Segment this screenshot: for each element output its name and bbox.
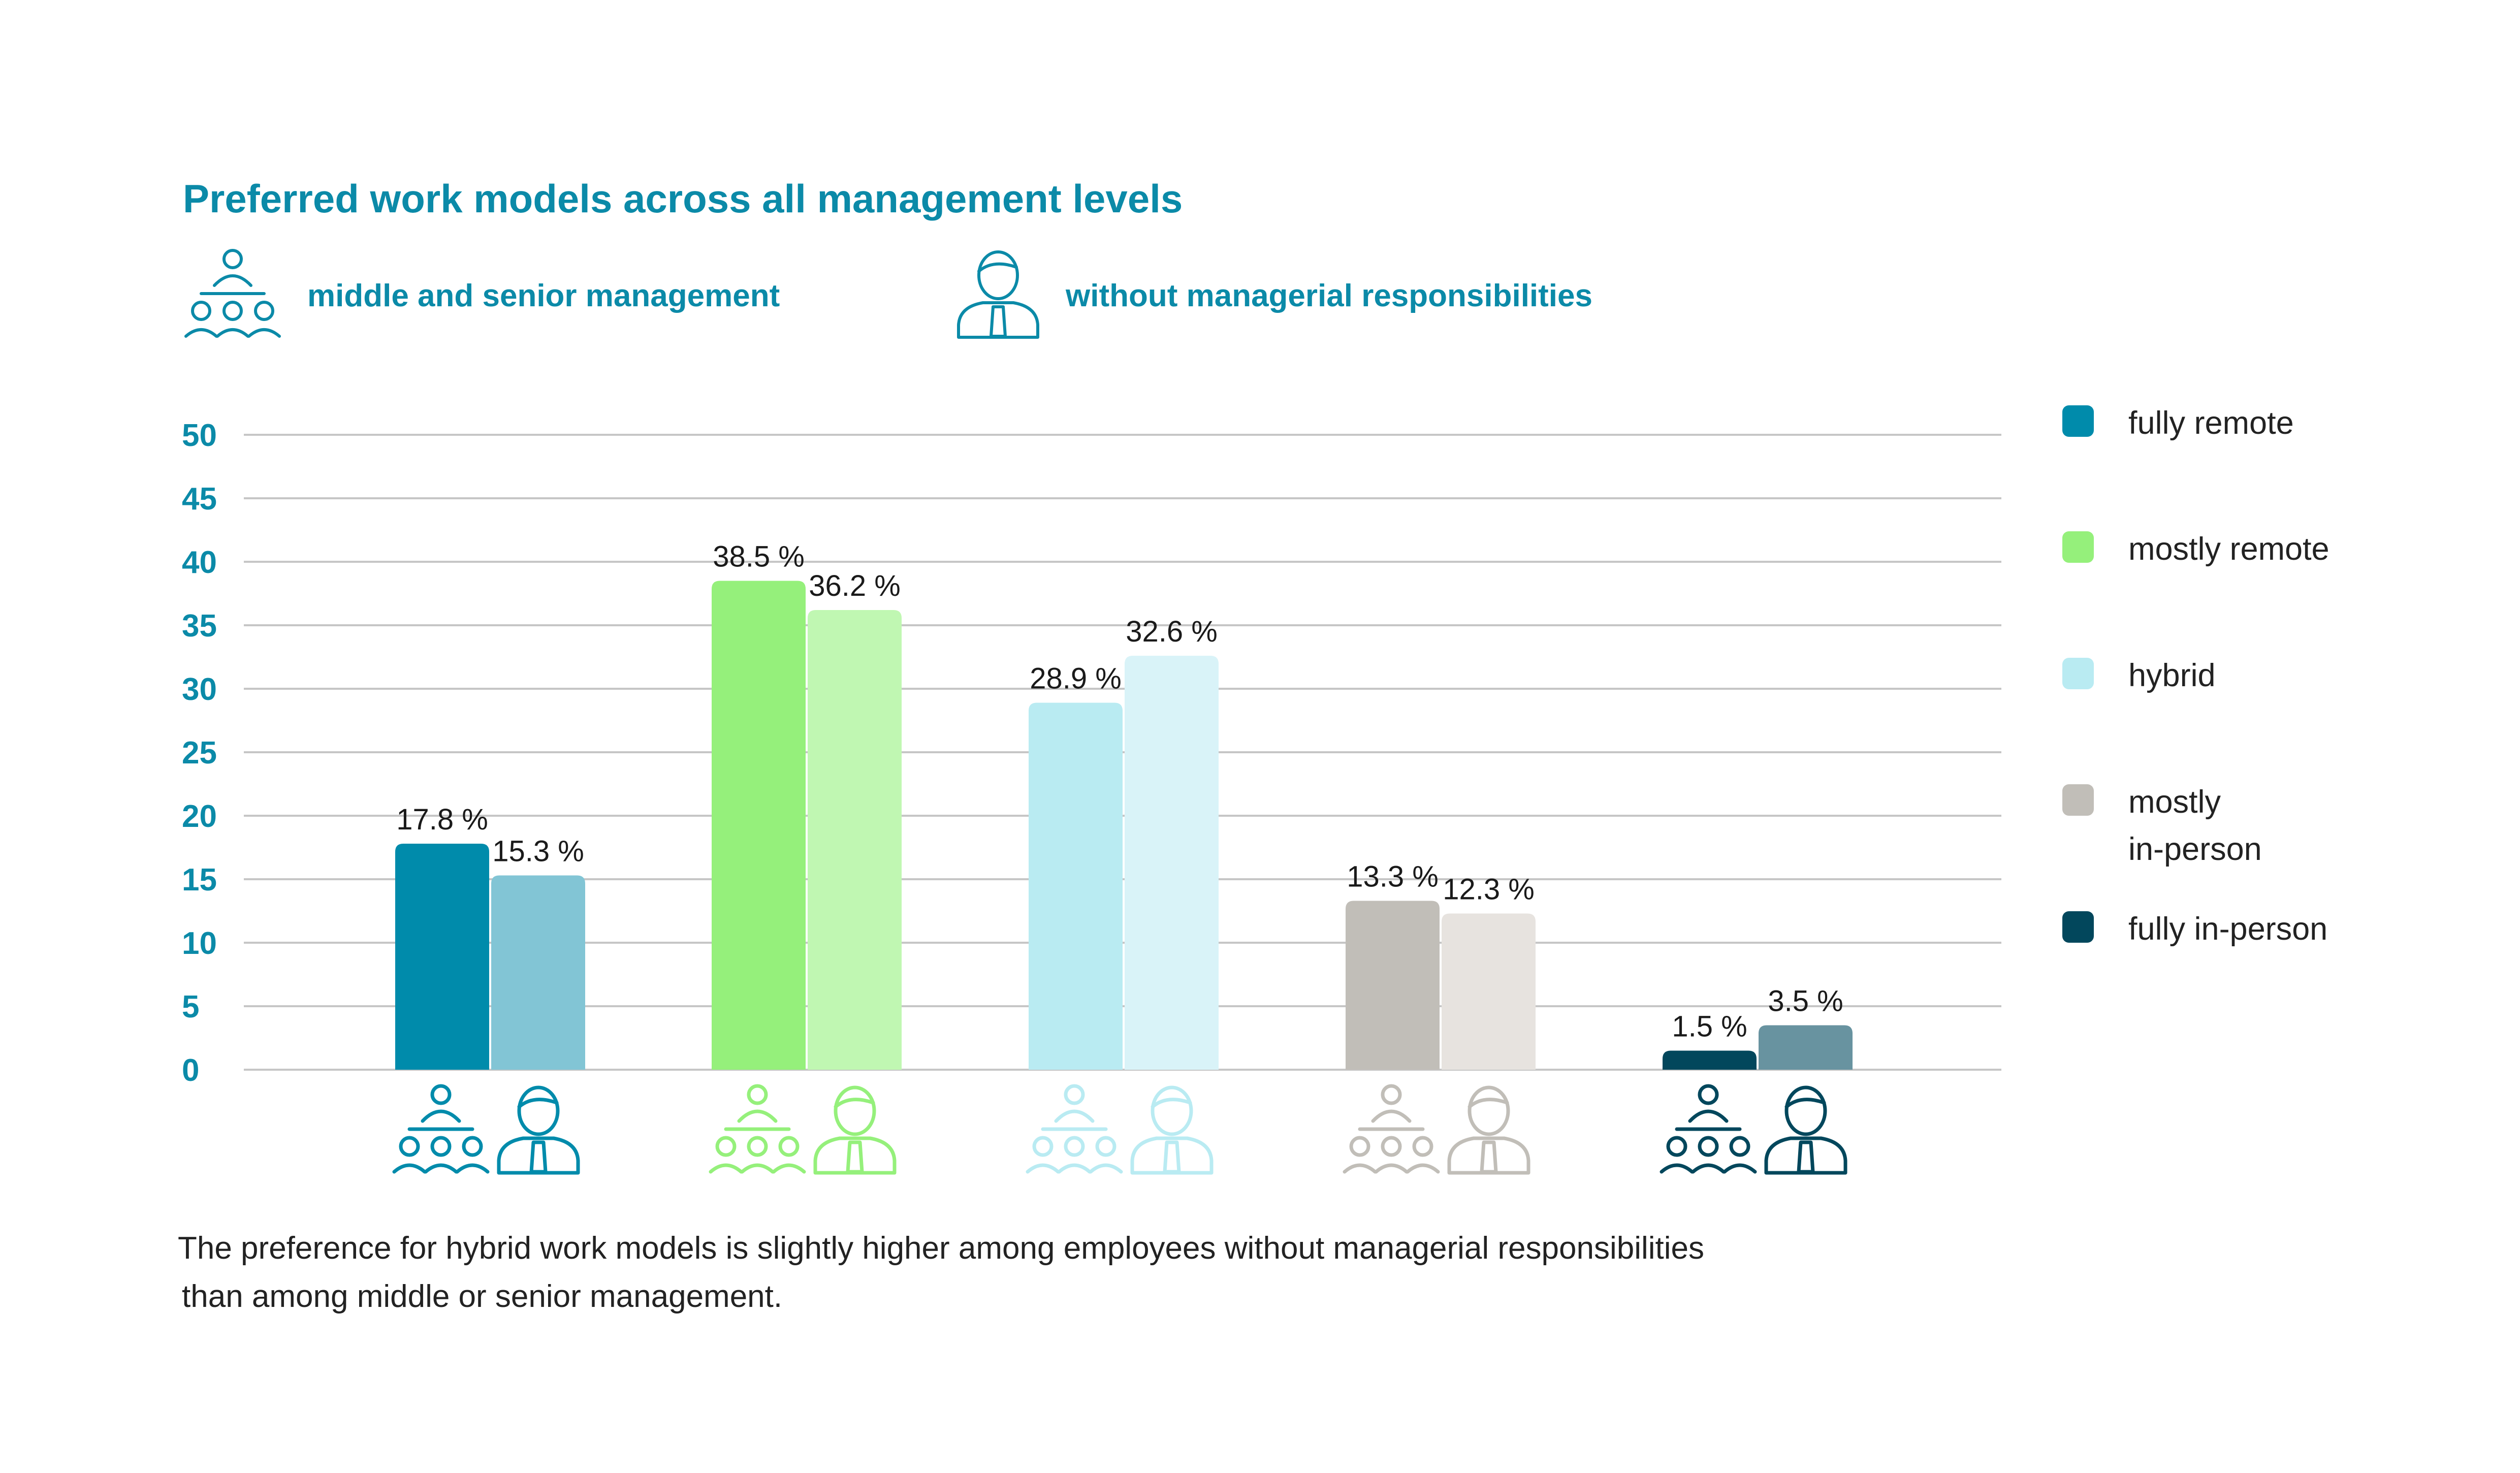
y-tick-label: 30 [182,672,217,707]
y-tick-label: 20 [182,799,217,834]
team-hierarchy-icon [709,1084,806,1174]
value-labels: 17.8 % 38.5 % 28.9 % 13.3 % 1.5 % 15.3 % 36.2 … [396,540,1843,1043]
bars [395,581,1853,1070]
legend-swatch [2062,658,2094,689]
legend-label: fully in-person [2128,911,2327,947]
group-legend-no-management-label: without managerial responsibilities [1065,278,1592,313]
bar-management-0 [395,844,489,1070]
value-label: 3.5 % [1768,985,1843,1018]
y-tick-label: 0 [182,1053,199,1088]
team-hierarchy-icon [392,1084,490,1174]
value-label: 36.2 % [809,569,901,602]
value-label: 17.8 % [396,803,488,836]
team-hierarchy-icon [1660,1084,1757,1174]
category-icons [392,1084,1847,1175]
legend-label: in-person [2128,831,2262,867]
bar-management-2 [1029,702,1123,1070]
bar-no-management-3 [1442,913,1536,1070]
legend-swatch [2062,405,2094,437]
employee-icon [497,1085,580,1175]
value-label: 1.5 % [1672,1010,1747,1043]
legend-label: hybrid [2128,658,2216,693]
chart-title: Preferred work models across all managem… [183,176,1183,221]
employee-icon [1447,1085,1530,1175]
bar-no-management-0 [491,875,585,1070]
y-tick-label: 50 [182,418,217,453]
y-tick-label: 45 [182,482,217,517]
value-label: 32.6 % [1126,615,1218,648]
team-hierarchy-icon [1026,1084,1123,1174]
legend-swatch [2062,531,2094,563]
legend-label: mostly [2128,784,2221,820]
group-legend: middle and senior management without man… [184,249,1592,339]
y-tick-label: 40 [182,545,217,580]
employee-icon [1130,1085,1214,1175]
employee-icon [957,250,1039,339]
legend: fully remote mostly remote hybrid mostly in-… [2062,405,2330,947]
value-label: 28.9 % [1030,662,1122,695]
y-tick-label: 25 [182,735,217,771]
team-hierarchy-icon [184,249,281,338]
bar-no-management-2 [1125,656,1219,1070]
bar-management-1 [712,581,806,1070]
value-label: 13.3 % [1347,860,1439,893]
value-label: 12.3 % [1443,873,1535,906]
bar-management-4 [1663,1050,1757,1070]
y-tick-label: 10 [182,926,217,961]
bar-no-management-1 [808,610,902,1070]
employee-icon [1764,1085,1847,1175]
y-axis-ticks: 0 5 10 15 20 25 30 35 40 45 50 [182,418,217,1088]
team-hierarchy-icon [1343,1084,1440,1174]
legend-swatch [2062,784,2094,816]
y-tick-label: 5 [182,989,199,1024]
group-legend-management-label: middle and senior management [307,278,780,313]
bar-no-management-4 [1759,1025,1853,1070]
y-tick-label: 15 [182,862,217,898]
employee-icon [813,1085,897,1175]
footnote: The preference for hybrid work models is… [178,1231,1704,1314]
y-tick-label: 35 [182,609,217,644]
footnote-line: The preference for hybrid work models is… [178,1231,1704,1266]
legend-label: fully remote [2128,405,2294,441]
footnote-line: than among middle or senior management. [182,1279,782,1314]
legend-label: mostly remote [2128,531,2330,567]
value-label: 15.3 % [492,835,584,868]
value-label: 38.5 % [713,540,805,573]
bar-management-3 [1346,901,1440,1070]
legend-swatch [2062,911,2094,943]
